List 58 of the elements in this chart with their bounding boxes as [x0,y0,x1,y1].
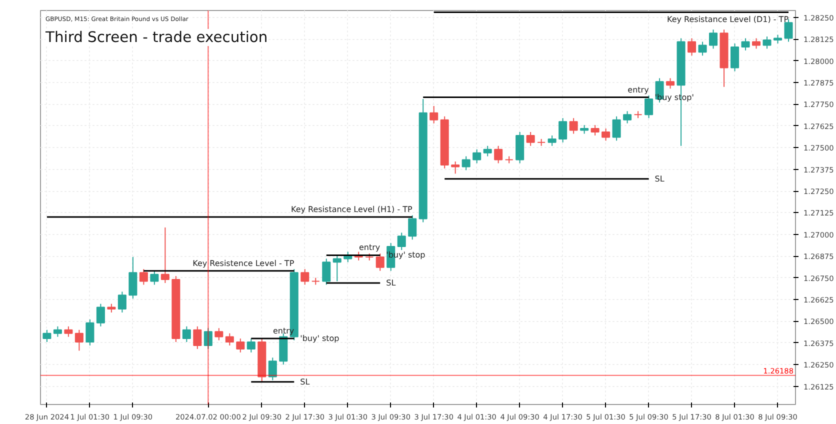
candlestick [182,326,191,343]
candlestick [602,128,610,142]
candlestick [558,118,568,143]
annotation: SL [386,278,396,288]
annotation: Key Resistence Level - TP [192,258,294,268]
text: Third Screen - trade execution [44,29,268,46]
candlestick [74,329,84,352]
candlestick [53,326,62,338]
candlestick [762,36,772,50]
candlestick [193,326,202,350]
candlestick [688,38,696,56]
candlestick [128,256,138,300]
annotation: Key Resistance Level (D1) - TP [666,15,789,24]
candlestick [430,105,438,124]
candlestick [214,328,224,341]
candlestick [332,254,342,282]
annotation: entry [628,85,650,94]
annotation: SL [300,377,310,386]
candlestick [709,29,718,50]
candlestick [698,41,707,56]
candlestick [494,145,503,164]
candlestick [569,118,578,134]
candlestick [96,303,105,327]
candlestick [225,332,234,346]
candlestick [612,116,621,142]
candlestick [376,252,384,272]
candlestick [86,318,94,346]
candlestick [204,328,212,350]
annotation: 'buy' stop [300,334,340,344]
candlestick [268,357,277,381]
annotation: Key Resistance Level (H1) - TP [290,205,413,214]
annotation: entry [358,243,380,252]
candlestick [462,156,470,171]
candlestick [64,326,73,338]
candlestick [526,132,535,146]
candlestick [160,226,170,284]
candlestick [139,268,148,286]
candlestick [666,78,675,90]
candlestick [236,338,245,353]
candlestick [150,270,159,286]
candlestick [408,214,417,240]
candlestick [300,268,310,286]
candlestick [483,145,492,157]
candlestick [451,161,460,174]
candlestick [644,95,654,119]
candlestick [548,134,556,146]
candlestick [472,148,482,164]
candlestick [118,291,126,314]
candlestick [397,232,406,251]
candlestick [730,42,740,72]
candlestick [42,329,52,343]
candlestick [590,124,600,136]
candlestick [623,110,632,124]
candlestick [741,38,750,51]
candlestick [322,258,331,286]
candlestick [246,338,256,353]
annotation: SL [654,174,665,184]
candlestick [752,38,761,50]
